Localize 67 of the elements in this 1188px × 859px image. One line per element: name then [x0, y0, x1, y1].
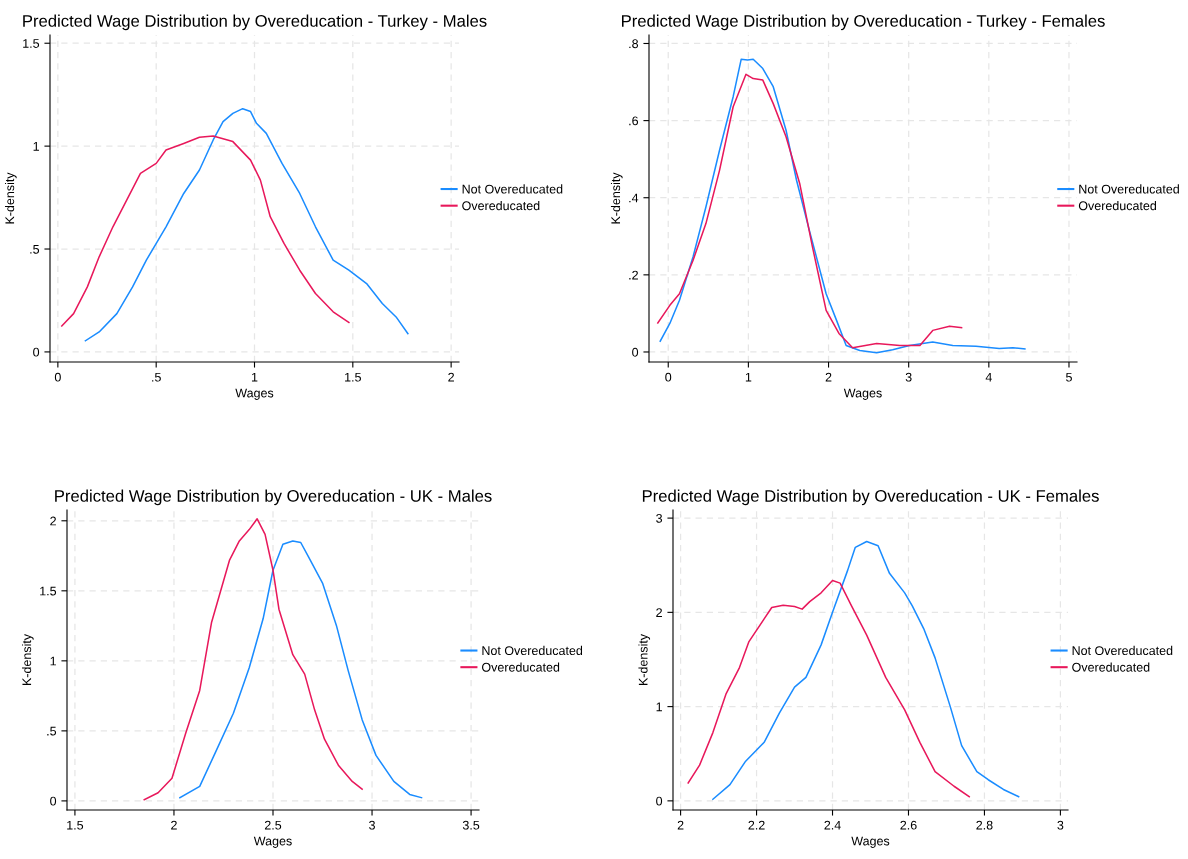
y-tick-label: 3 [656, 513, 663, 523]
line-series [687, 579, 971, 798]
y-tick-label: 0 [656, 796, 663, 806]
x-tick-label: 3.5 [462, 820, 480, 830]
y-tick-label: 0 [33, 347, 40, 357]
x-tick-label: .5 [152, 372, 161, 382]
x-tick-label: 2 [825, 372, 832, 382]
y-tick-label: .2 [629, 270, 638, 280]
x-tick-label: 1.5 [67, 820, 84, 830]
x-tick-label: 1 [251, 372, 258, 382]
x-tick-label: 2.2 [748, 820, 765, 830]
line-series [659, 58, 1026, 354]
x-tick-label: 1 [745, 372, 752, 382]
y-tick-label: .4 [629, 193, 639, 203]
x-tick-label: 3 [1057, 820, 1064, 830]
legend-label: Not Overeducated [1072, 645, 1173, 656]
legend-label: Overeducated [1072, 662, 1150, 672]
x-tick-label: 5 [1066, 372, 1072, 382]
x-axis-title: Wages [253, 836, 292, 848]
chart-title: Predicted Wage Distribution by Overeducation - UK - Females [642, 489, 1099, 506]
chart-title: Predicted Wage Distribution by Overeducation - Turkey - Females [622, 14, 1105, 31]
y-tick-label: .5 [47, 726, 57, 736]
y-tick-label: 1 [33, 142, 39, 151]
chart-title: Predicted Wage Distribution by Overeducation - Turkey - Males [23, 14, 487, 31]
x-axis-title: Wages [851, 836, 890, 848]
y-tick-label: .6 [629, 116, 639, 126]
y-axis-title: K-density [610, 172, 623, 224]
y-axis-title: K-density [22, 633, 34, 686]
line-series [657, 73, 963, 349]
x-tick-label: 0 [665, 372, 672, 382]
x-tick-label: 1.5 [345, 372, 361, 382]
x-tick-label: 3 [905, 372, 912, 382]
y-tick-label: 1.5 [40, 586, 57, 596]
y-tick-label: .5 [30, 244, 40, 254]
x-axis-title: Wages [235, 388, 274, 400]
legend-label: Overeducated [462, 201, 540, 211]
y-axis-title: K-density [638, 633, 651, 686]
x-tick-label: 4 [985, 372, 992, 382]
y-tick-label: .8 [629, 39, 639, 49]
x-tick-label: 3 [369, 820, 375, 830]
x-tick-label: 2 [448, 372, 454, 382]
x-tick-label: 2 [677, 820, 684, 830]
x-tick-label: 2.4 [824, 820, 841, 830]
legend-label: Overeducated [1078, 201, 1157, 211]
x-tick-label: 2.6 [900, 820, 917, 830]
line-series [61, 135, 350, 327]
line-series [712, 540, 1020, 801]
x-tick-label: 2.5 [264, 820, 282, 830]
y-tick-label: 2 [50, 516, 56, 526]
y-tick-label: 1 [656, 702, 662, 712]
y-tick-label: 1 [50, 656, 56, 666]
y-tick-label: 2 [656, 608, 662, 617]
chart-title: Predicted Wage Distribution by Overeducation - UK - Males [55, 489, 492, 506]
legend-label: Not Overeducated [482, 645, 583, 656]
y-axis-title: K-density [5, 172, 17, 224]
x-axis-title: Wages [843, 388, 882, 400]
line-series [143, 518, 363, 801]
y-tick-label: 0 [50, 796, 57, 806]
legend-label: Not Overeducated [1079, 184, 1179, 194]
line-series [179, 540, 423, 799]
x-tick-label: 2.8 [976, 820, 993, 830]
x-tick-label: 2 [171, 820, 177, 830]
legend-label: Overeducated [482, 662, 560, 672]
legend-label: Not Overeducated [462, 184, 563, 194]
line-series [84, 107, 409, 342]
y-tick-label: 1.5 [23, 39, 40, 48]
y-tick-label: 0 [632, 347, 639, 357]
